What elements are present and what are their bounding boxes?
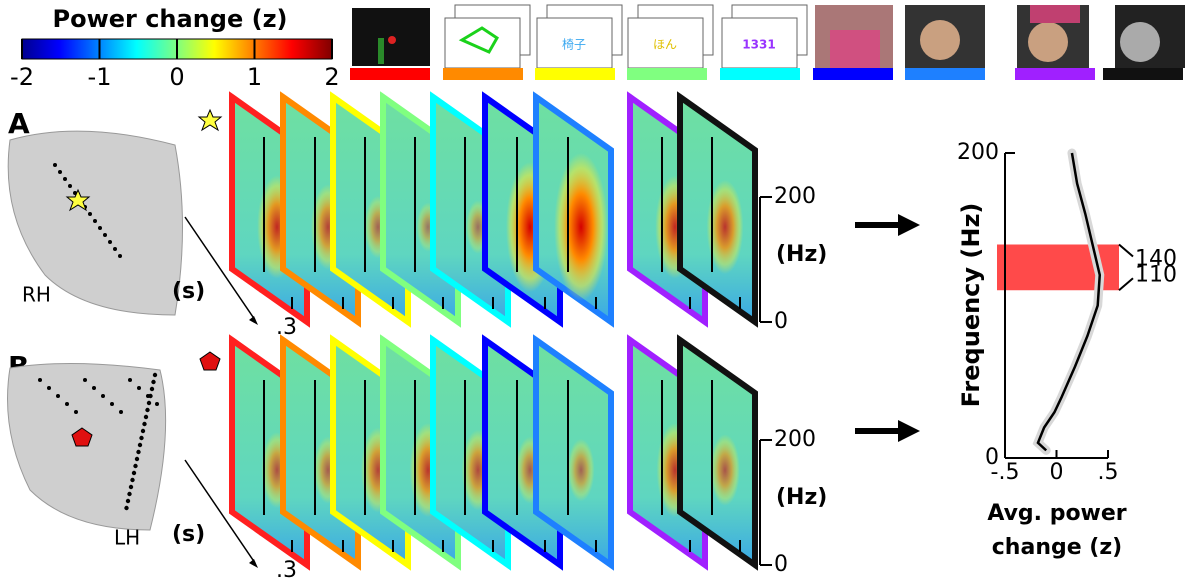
electrode	[133, 464, 137, 468]
band-leader	[1119, 278, 1133, 290]
marker	[200, 352, 220, 370]
arrow	[898, 420, 920, 442]
time-arrowhead	[249, 316, 258, 325]
electrode	[56, 394, 60, 398]
spectrogram-activity	[710, 434, 740, 506]
electrode	[88, 212, 92, 216]
electrode	[98, 226, 102, 230]
electrode	[155, 402, 159, 406]
band-leader	[1119, 245, 1133, 257]
electrode	[145, 408, 149, 412]
time-tick-label: .3	[276, 315, 297, 340]
marker	[199, 110, 221, 130]
colorbar-tick-label: 2	[324, 63, 339, 91]
freq-axis-label: (Hz)	[776, 242, 827, 267]
x-tick-label: .5	[1098, 460, 1119, 485]
electrode	[58, 170, 62, 174]
electrode	[68, 184, 72, 188]
colorbar-tick-label: 0	[169, 63, 184, 91]
electrode	[141, 429, 145, 433]
spectrogram-activity	[568, 439, 595, 502]
arrow	[898, 214, 920, 236]
x-tick-label: 0	[1050, 460, 1064, 485]
power-line	[1038, 153, 1100, 450]
stimuli: 椅子 ほん 1331	[350, 5, 1185, 80]
electrode	[128, 378, 132, 382]
electrode	[139, 436, 143, 440]
electrode	[138, 443, 142, 447]
electrode	[126, 499, 130, 503]
electrode	[38, 378, 42, 382]
spectrogram-activity	[554, 153, 608, 301]
electrode	[118, 254, 122, 258]
colorbar-tick-label: -2	[10, 63, 34, 91]
electrode	[151, 380, 155, 384]
band-label: 140	[1135, 247, 1177, 272]
electrode	[137, 386, 141, 390]
electrode	[83, 378, 87, 382]
time-arrowhead	[249, 559, 258, 568]
brain	[8, 363, 166, 530]
electrode	[108, 240, 112, 244]
electrode	[47, 386, 51, 390]
electrode	[148, 394, 152, 398]
electrode	[135, 457, 139, 461]
x-tick-label: -.5	[991, 460, 1020, 485]
electrode	[153, 373, 157, 377]
electrode	[92, 386, 96, 390]
time-tick-label: .3	[276, 558, 297, 578]
y-tick-label: 200	[957, 140, 999, 165]
electrode	[101, 394, 105, 398]
panel-label: A	[8, 107, 30, 140]
electrode	[65, 402, 69, 406]
electrode	[124, 506, 128, 510]
error-band	[1038, 153, 1100, 450]
hemisphere-label: LH	[114, 526, 140, 550]
figure: Power change (z) -2 -1 0 1 2 椅子 ほん 1331 A RH (…	[0, 0, 1188, 578]
freq-tick-label: 0	[774, 552, 788, 577]
hemisphere-label: RH	[22, 283, 51, 307]
electrode	[63, 177, 67, 181]
electrode	[136, 450, 140, 454]
colorbar-title: Power change (z)	[52, 5, 287, 33]
stimulus-label: 1331	[742, 38, 775, 52]
colorbar-tick-label: 1	[247, 63, 262, 91]
electrode	[74, 410, 78, 414]
freq-axis-label: (Hz)	[776, 485, 827, 510]
electrode	[142, 422, 146, 426]
y-axis-label: Frequency (Hz)	[957, 203, 985, 408]
freq-tick-label: 200	[774, 427, 816, 452]
stimulus-label: 椅子	[562, 38, 586, 52]
electrode	[132, 471, 136, 475]
time-axis-label: (s)	[172, 522, 205, 547]
electrode	[129, 485, 133, 489]
freq-tick-label: 200	[774, 184, 816, 209]
electrode	[119, 410, 123, 414]
electrode	[144, 415, 148, 419]
colorbar-tick-label: -1	[88, 63, 112, 91]
freq-tick-label: 0	[774, 309, 788, 334]
electrode	[103, 233, 107, 237]
stimulus-label: ほん	[653, 38, 677, 52]
electrode	[113, 247, 117, 251]
electrode	[130, 478, 134, 482]
electrode	[93, 219, 97, 223]
electrode	[127, 492, 131, 496]
electrode	[110, 402, 114, 406]
time-axis-label: (s)	[172, 279, 205, 304]
electrode	[53, 163, 57, 167]
electrode	[147, 401, 151, 405]
electrode	[150, 387, 154, 391]
